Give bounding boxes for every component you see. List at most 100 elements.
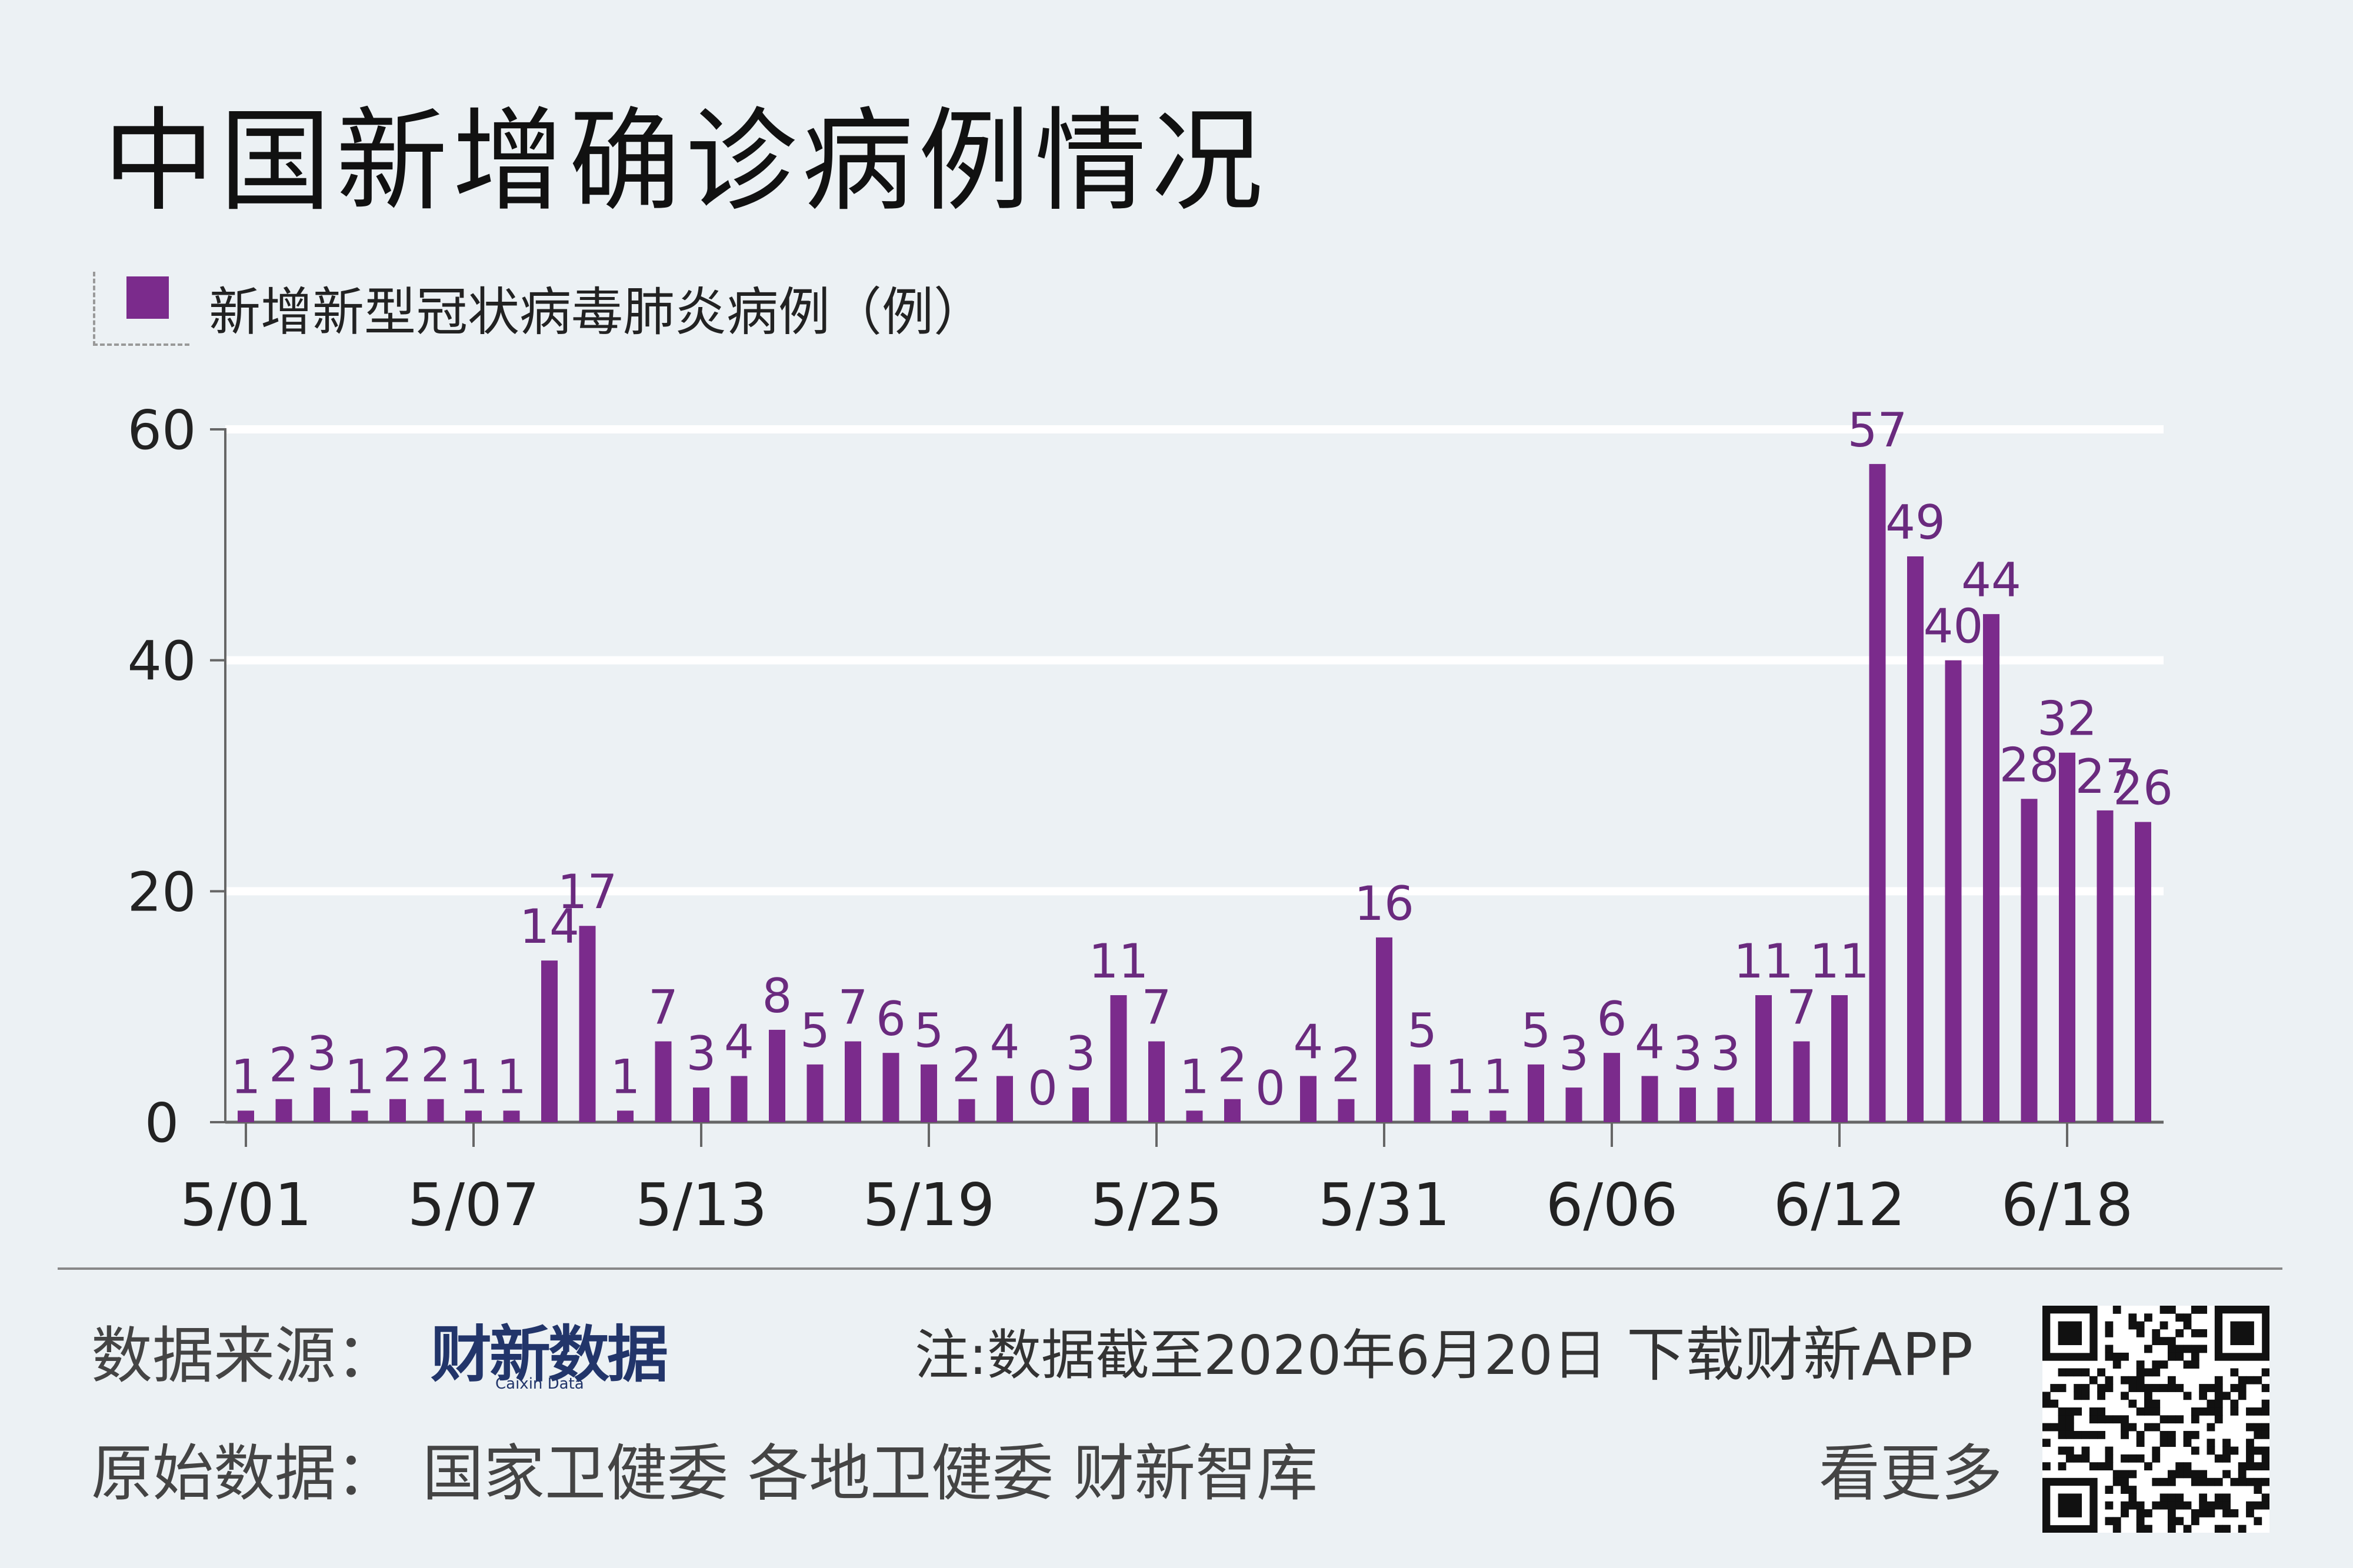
bar	[806, 1064, 824, 1122]
data-label: 40	[1924, 599, 1984, 654]
data-label: 0	[1028, 1061, 1058, 1116]
bar	[1604, 1053, 1620, 1122]
data-label: 3	[1673, 1026, 1703, 1081]
bar	[1831, 995, 1848, 1122]
data-label: 5	[1521, 1003, 1551, 1058]
data-label: 2	[1218, 1038, 1248, 1093]
bar	[1641, 1076, 1658, 1122]
brand-logo: 财新数据	[431, 1319, 668, 1390]
original-data-label: 原始数据：	[91, 1437, 398, 1509]
bar	[845, 1041, 861, 1122]
data-label: 2	[952, 1038, 982, 1093]
data-label: 4	[1635, 1015, 1665, 1069]
data-label: 14	[519, 899, 579, 954]
bar	[1679, 1087, 1696, 1122]
bar	[996, 1076, 1013, 1122]
legend-label: 新增新型冠状病毒肺炎病例（例）	[209, 282, 986, 342]
bar	[1869, 463, 1886, 1122]
bar	[1148, 1041, 1165, 1122]
data-label: 49	[1885, 495, 1945, 550]
data-label: 1	[231, 1049, 261, 1104]
bar	[921, 1064, 937, 1122]
bar	[2097, 810, 2114, 1122]
data-label: 6	[876, 992, 906, 1046]
data-label: 7	[1787, 980, 1817, 1035]
x-tick-label: 6/12	[1774, 1170, 1906, 1239]
bar	[541, 960, 558, 1122]
data-label: 28	[1999, 738, 2059, 792]
data-label: 3	[307, 1026, 337, 1081]
bar	[882, 1053, 899, 1122]
x-tick-label: 5/01	[180, 1170, 312, 1239]
bar	[1717, 1087, 1734, 1122]
x-tick-label: 5/07	[408, 1170, 540, 1239]
data-label: 3	[686, 1026, 716, 1081]
bar	[314, 1087, 330, 1122]
x-tick-label: 5/13	[635, 1170, 768, 1239]
data-label: 2	[269, 1038, 299, 1093]
data-label: 3	[1711, 1026, 1741, 1081]
data-label: 1	[1483, 1049, 1513, 1104]
data-label: 7	[838, 980, 868, 1035]
bar	[958, 1099, 975, 1122]
bar	[1186, 1110, 1203, 1122]
data-label: 57	[1848, 403, 1908, 458]
data-label: 1	[611, 1049, 641, 1104]
bar	[693, 1087, 709, 1122]
data-label: 8	[762, 969, 792, 1023]
data-label: 11	[1089, 934, 1149, 989]
gridline	[225, 425, 2164, 433]
data-label: 7	[648, 980, 678, 1035]
bar	[1376, 937, 1392, 1122]
data-label: 1	[1179, 1049, 1209, 1104]
bar	[1565, 1087, 1582, 1122]
bar	[275, 1099, 292, 1122]
bar	[2059, 752, 2075, 1122]
legend-frame	[93, 272, 189, 346]
data-label: 32	[2037, 692, 2097, 746]
x-tick-label: 5/25	[1091, 1170, 1223, 1239]
data-label: 3	[1066, 1026, 1096, 1081]
bar	[1224, 1099, 1241, 1122]
qr-code-icon[interactable]	[2042, 1306, 2269, 1533]
bar	[1489, 1110, 1507, 1122]
data-label: 1	[1445, 1049, 1475, 1104]
bar	[1983, 614, 1999, 1122]
bar	[655, 1041, 672, 1122]
bar	[427, 1099, 444, 1122]
data-label: 2	[383, 1038, 413, 1093]
download-app-text: 下载财新APP	[1627, 1320, 1974, 1389]
data-label: 3	[1559, 1026, 1589, 1081]
page-title: 中国新增确诊病例情况	[103, 96, 1268, 226]
brand-subtitle: Caixin Data	[495, 1375, 584, 1393]
bar	[617, 1110, 634, 1122]
bar	[1907, 556, 1924, 1122]
bar	[1300, 1076, 1317, 1122]
data-label: 1	[345, 1049, 375, 1104]
data-label: 4	[1294, 1015, 1324, 1069]
data-label: 11	[1809, 934, 1869, 989]
legend-swatch	[126, 276, 169, 319]
bar	[2021, 799, 2038, 1122]
gridline	[225, 887, 2164, 896]
bar	[389, 1099, 406, 1122]
data-label: 5	[1407, 1003, 1437, 1058]
bar	[1110, 995, 1127, 1122]
data-label: 2	[1331, 1038, 1361, 1093]
y-tick-label: 0	[145, 1092, 179, 1155]
source-label: 数据来源：	[91, 1320, 398, 1392]
bar	[1338, 1099, 1355, 1122]
see-more-text: 看更多	[1819, 1437, 2003, 1509]
data-label: 5	[914, 1003, 944, 1058]
bar	[351, 1110, 368, 1122]
bar	[1414, 1064, 1431, 1122]
y-tick-label: 40	[127, 630, 196, 693]
x-tick-label: 6/06	[1546, 1170, 1678, 1239]
x-tick-label: 6/18	[2001, 1170, 2134, 1239]
bar	[731, 1076, 748, 1122]
bar	[1793, 1041, 1810, 1122]
bar	[1072, 1087, 1089, 1122]
y-tick-label: 20	[127, 860, 196, 923]
data-label: 11	[1734, 934, 1794, 989]
bar	[1528, 1064, 1544, 1122]
